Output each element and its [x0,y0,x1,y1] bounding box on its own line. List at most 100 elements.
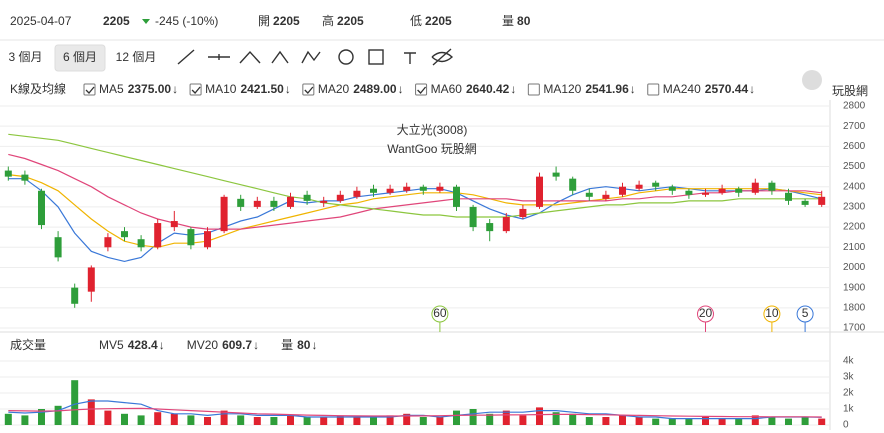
volume-bar [4,413,12,425]
tool-angle[interactable] [239,50,261,64]
candle-body [536,176,543,207]
legend-arrow: ↓ [398,82,404,96]
tool-hline[interactable] [208,54,230,60]
tool-rect[interactable] [368,49,384,65]
badge-label: 20 [699,306,713,320]
candle-body [353,190,361,197]
y-tick-label: 2800 [843,101,866,112]
candle-body [21,174,29,181]
y-tick-label: 2000 [843,262,866,273]
tool-abc[interactable] [271,50,289,64]
volume-bar [287,415,294,425]
range-button[interactable]: 12 個月 [108,45,164,71]
checkmark [304,86,314,94]
change: -245 (-10%) [155,14,218,28]
volume-bar [320,417,328,425]
checkbox [302,83,315,96]
candle-body [735,188,743,193]
volume-bar [735,418,743,425]
volume-bar [54,405,62,425]
drawing-tools[interactable] [177,48,454,66]
candle-body [154,223,162,248]
candle-body [204,231,211,248]
checkbox [189,83,202,96]
volume-bar [154,412,162,425]
volume-bar [87,399,95,425]
volume-bar [38,409,45,425]
volume-bar [519,415,527,425]
y-tick-label: 2300 [843,202,866,213]
range-button[interactable]: 6 個月 [54,44,106,72]
volume-bar [635,417,643,425]
legend-name: MA5 [99,82,124,96]
tool-hide[interactable] [431,48,454,66]
chart-subtitle: WantGoo 玩股網 [387,142,477,156]
candle-body [253,200,261,207]
legend-value: 609.7 [222,338,252,352]
tool-abcd[interactable] [301,50,321,64]
checkmark [191,86,201,94]
volume-bar [536,407,543,425]
volume-bar [619,415,626,425]
volume-bar [253,417,261,425]
legend-value: 2570.44 [705,82,749,96]
candle-body [585,192,593,197]
y-tick-label: 2700 [843,121,866,132]
badge-label: 10 [765,306,779,320]
stat-value: 2205 [273,14,300,28]
candle-body [121,231,128,238]
volume-bar [436,417,444,425]
volume-bar [652,418,660,425]
candle-body [519,208,527,217]
range-button[interactable]: 3 個月 [0,45,51,71]
y-tick-label: 2k [843,388,855,399]
volume-bar [104,410,112,425]
candle-body [170,221,178,228]
ma-line [8,133,822,218]
legend-value: 428.4 [128,338,158,352]
y-tick-label: 2400 [843,181,866,192]
y-tick-label: 2100 [843,242,866,253]
volume-bar [718,418,726,425]
stat-value: 80 [517,14,531,28]
y-tick-label: 1800 [843,302,866,313]
checkmark [85,86,95,94]
candle-body [336,194,344,201]
y-tick-label: 3k [843,372,855,383]
candle-body [287,196,294,207]
stat-label: 高 [322,13,334,28]
candle-body [751,182,759,193]
tool-line[interactable] [177,49,195,65]
volume-bar [585,417,593,425]
volume-bar [270,417,278,425]
legend-name: 量 [281,338,293,352]
volume-bar [785,418,792,425]
volume-bar [237,415,245,425]
candle-body [818,196,826,205]
ma-badge [796,305,814,323]
volume-bar [668,418,676,425]
candle-body [768,182,776,191]
candle-body [38,190,45,226]
volume-bar [336,415,344,425]
y-tick-label: 1700 [843,323,866,334]
button-bg [108,45,164,71]
candle-body [619,186,626,195]
volume-bar [419,417,427,425]
legend-name: MA120 [543,82,581,96]
volume-ma-line [8,407,822,418]
candle-body [386,188,394,193]
checkbox [83,83,96,96]
volume-bar [187,415,195,425]
candle-body [54,237,62,258]
legend-arrow: ↓ [253,338,259,352]
legend-value: 2489.00 [353,82,397,96]
logo: 玩股網 [832,84,868,98]
candle-body [403,186,411,191]
tool-text[interactable] [404,52,416,64]
candle-body [187,229,195,246]
tool-circle[interactable] [338,49,354,65]
y-tick-label: 2500 [843,161,866,172]
candle-body [137,239,145,248]
volume-bar [21,415,29,425]
